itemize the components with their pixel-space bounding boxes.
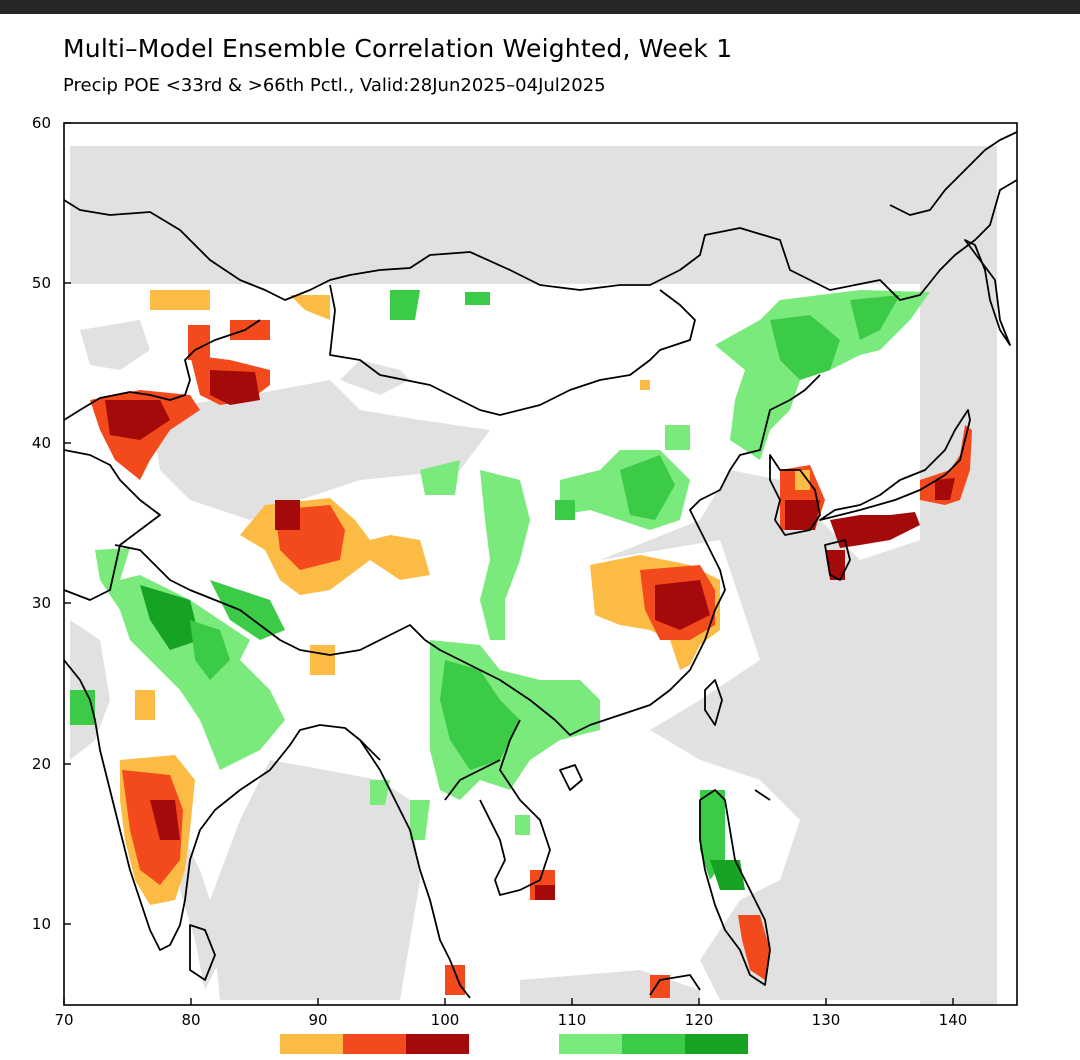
above-normal-regions [70,290,930,890]
legend-swatch-below-1 [280,1034,343,1054]
legend-swatch-above-3 [685,1034,748,1054]
x-tick-label: 130 [812,1011,841,1029]
y-tick-label: 30 [32,594,51,612]
legend-swatch-above-1 [559,1034,622,1054]
chart-subtitle: Precip POE <33rd & >66th Pctl., Valid:28… [63,75,606,96]
x-axis-labels: 70 80 90 100 110 120 130 140 [54,1011,967,1029]
y-tick-label: 40 [32,434,51,452]
y-tick-label: 20 [32,755,51,773]
y-tick-label: 50 [32,274,51,292]
plot-frame [63,122,1018,1006]
no-forecast-area [70,146,997,1005]
land-outlines [64,131,1017,999]
legend-swatch-above-2 [622,1034,685,1054]
legend-below-normal [280,1034,469,1054]
x-tick-label: 110 [558,1011,587,1029]
y-axis-labels: 60 50 40 30 20 10 [32,114,51,933]
x-tick-label: 100 [431,1011,460,1029]
legend-above-normal [559,1034,748,1054]
x-tick-label: 90 [308,1011,327,1029]
legend-swatch-below-2 [343,1034,406,1054]
y-tick-label: 60 [32,114,51,132]
x-tick-label: 70 [54,1011,73,1029]
chart-title: Multi–Model Ensemble Correlation Weighte… [63,34,733,63]
x-tick-label: 120 [685,1011,714,1029]
legend-swatch-below-3 [406,1034,469,1054]
x-tick-label: 80 [181,1011,200,1029]
x-tick-label: 140 [939,1011,968,1029]
window-top-bar [0,0,1080,14]
y-axis-ticks [64,122,71,925]
y-tick-label: 10 [32,915,51,933]
below-normal-regions [90,290,972,998]
x-axis-ticks [63,998,954,1005]
